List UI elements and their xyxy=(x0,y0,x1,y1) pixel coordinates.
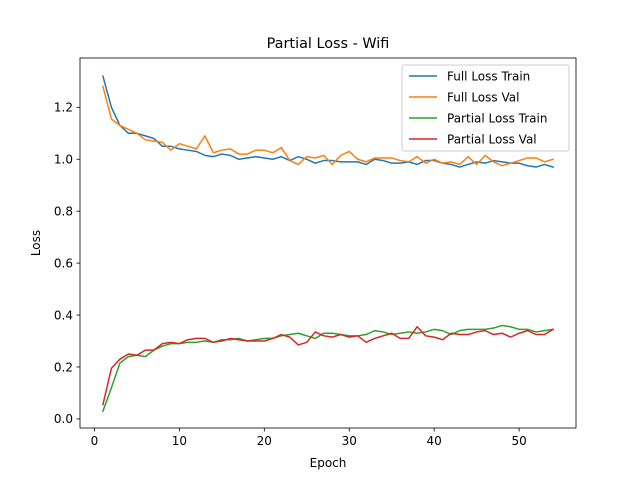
series-layer xyxy=(101,75,555,413)
y-axis-label: Loss xyxy=(29,230,43,256)
legend-box xyxy=(401,64,570,152)
y-tick-label: 0.0 xyxy=(54,412,73,426)
x-axis-ticks: 0 10 20 30 40 50 xyxy=(91,428,527,448)
x-tick-label: 40 xyxy=(427,434,442,448)
x-tick-label: 50 xyxy=(511,434,526,448)
x-tick-label: 0 xyxy=(91,434,99,448)
y-tick-label: 1.2 xyxy=(54,101,73,115)
y-tick-label: 1.0 xyxy=(54,153,73,167)
chart-title: Partial Loss - Wifi xyxy=(267,36,390,52)
legend-label-full-loss-train: Full Loss Train xyxy=(447,69,530,83)
x-tick-label: 10 xyxy=(172,434,187,448)
legend-label-partial-loss-val: Partial Loss Val xyxy=(447,132,537,146)
legend-label-partial-loss-train: Partial Loss Train xyxy=(447,111,547,125)
legend: Full Loss Train Full Loss Val Partial Loss… xyxy=(401,64,570,152)
legend-label-full-loss-val: Full Loss Val xyxy=(447,90,519,104)
y-axis-ticks: 0.0 0.2 0.4 0.6 0.8 1.0 1.2 xyxy=(54,101,80,426)
series-line-partial-loss-val xyxy=(102,325,555,406)
y-tick-label: 0.2 xyxy=(54,360,73,374)
x-axis-label: Epoch xyxy=(310,456,347,470)
series-line-full-loss-val xyxy=(102,85,555,167)
y-tick-label: 0.8 xyxy=(54,204,73,218)
x-tick-label: 30 xyxy=(342,434,357,448)
y-tick-label: 0.4 xyxy=(54,308,73,322)
plot-frame xyxy=(79,57,577,429)
x-tick-label: 20 xyxy=(257,434,272,448)
y-tick-label: 0.6 xyxy=(54,256,73,270)
